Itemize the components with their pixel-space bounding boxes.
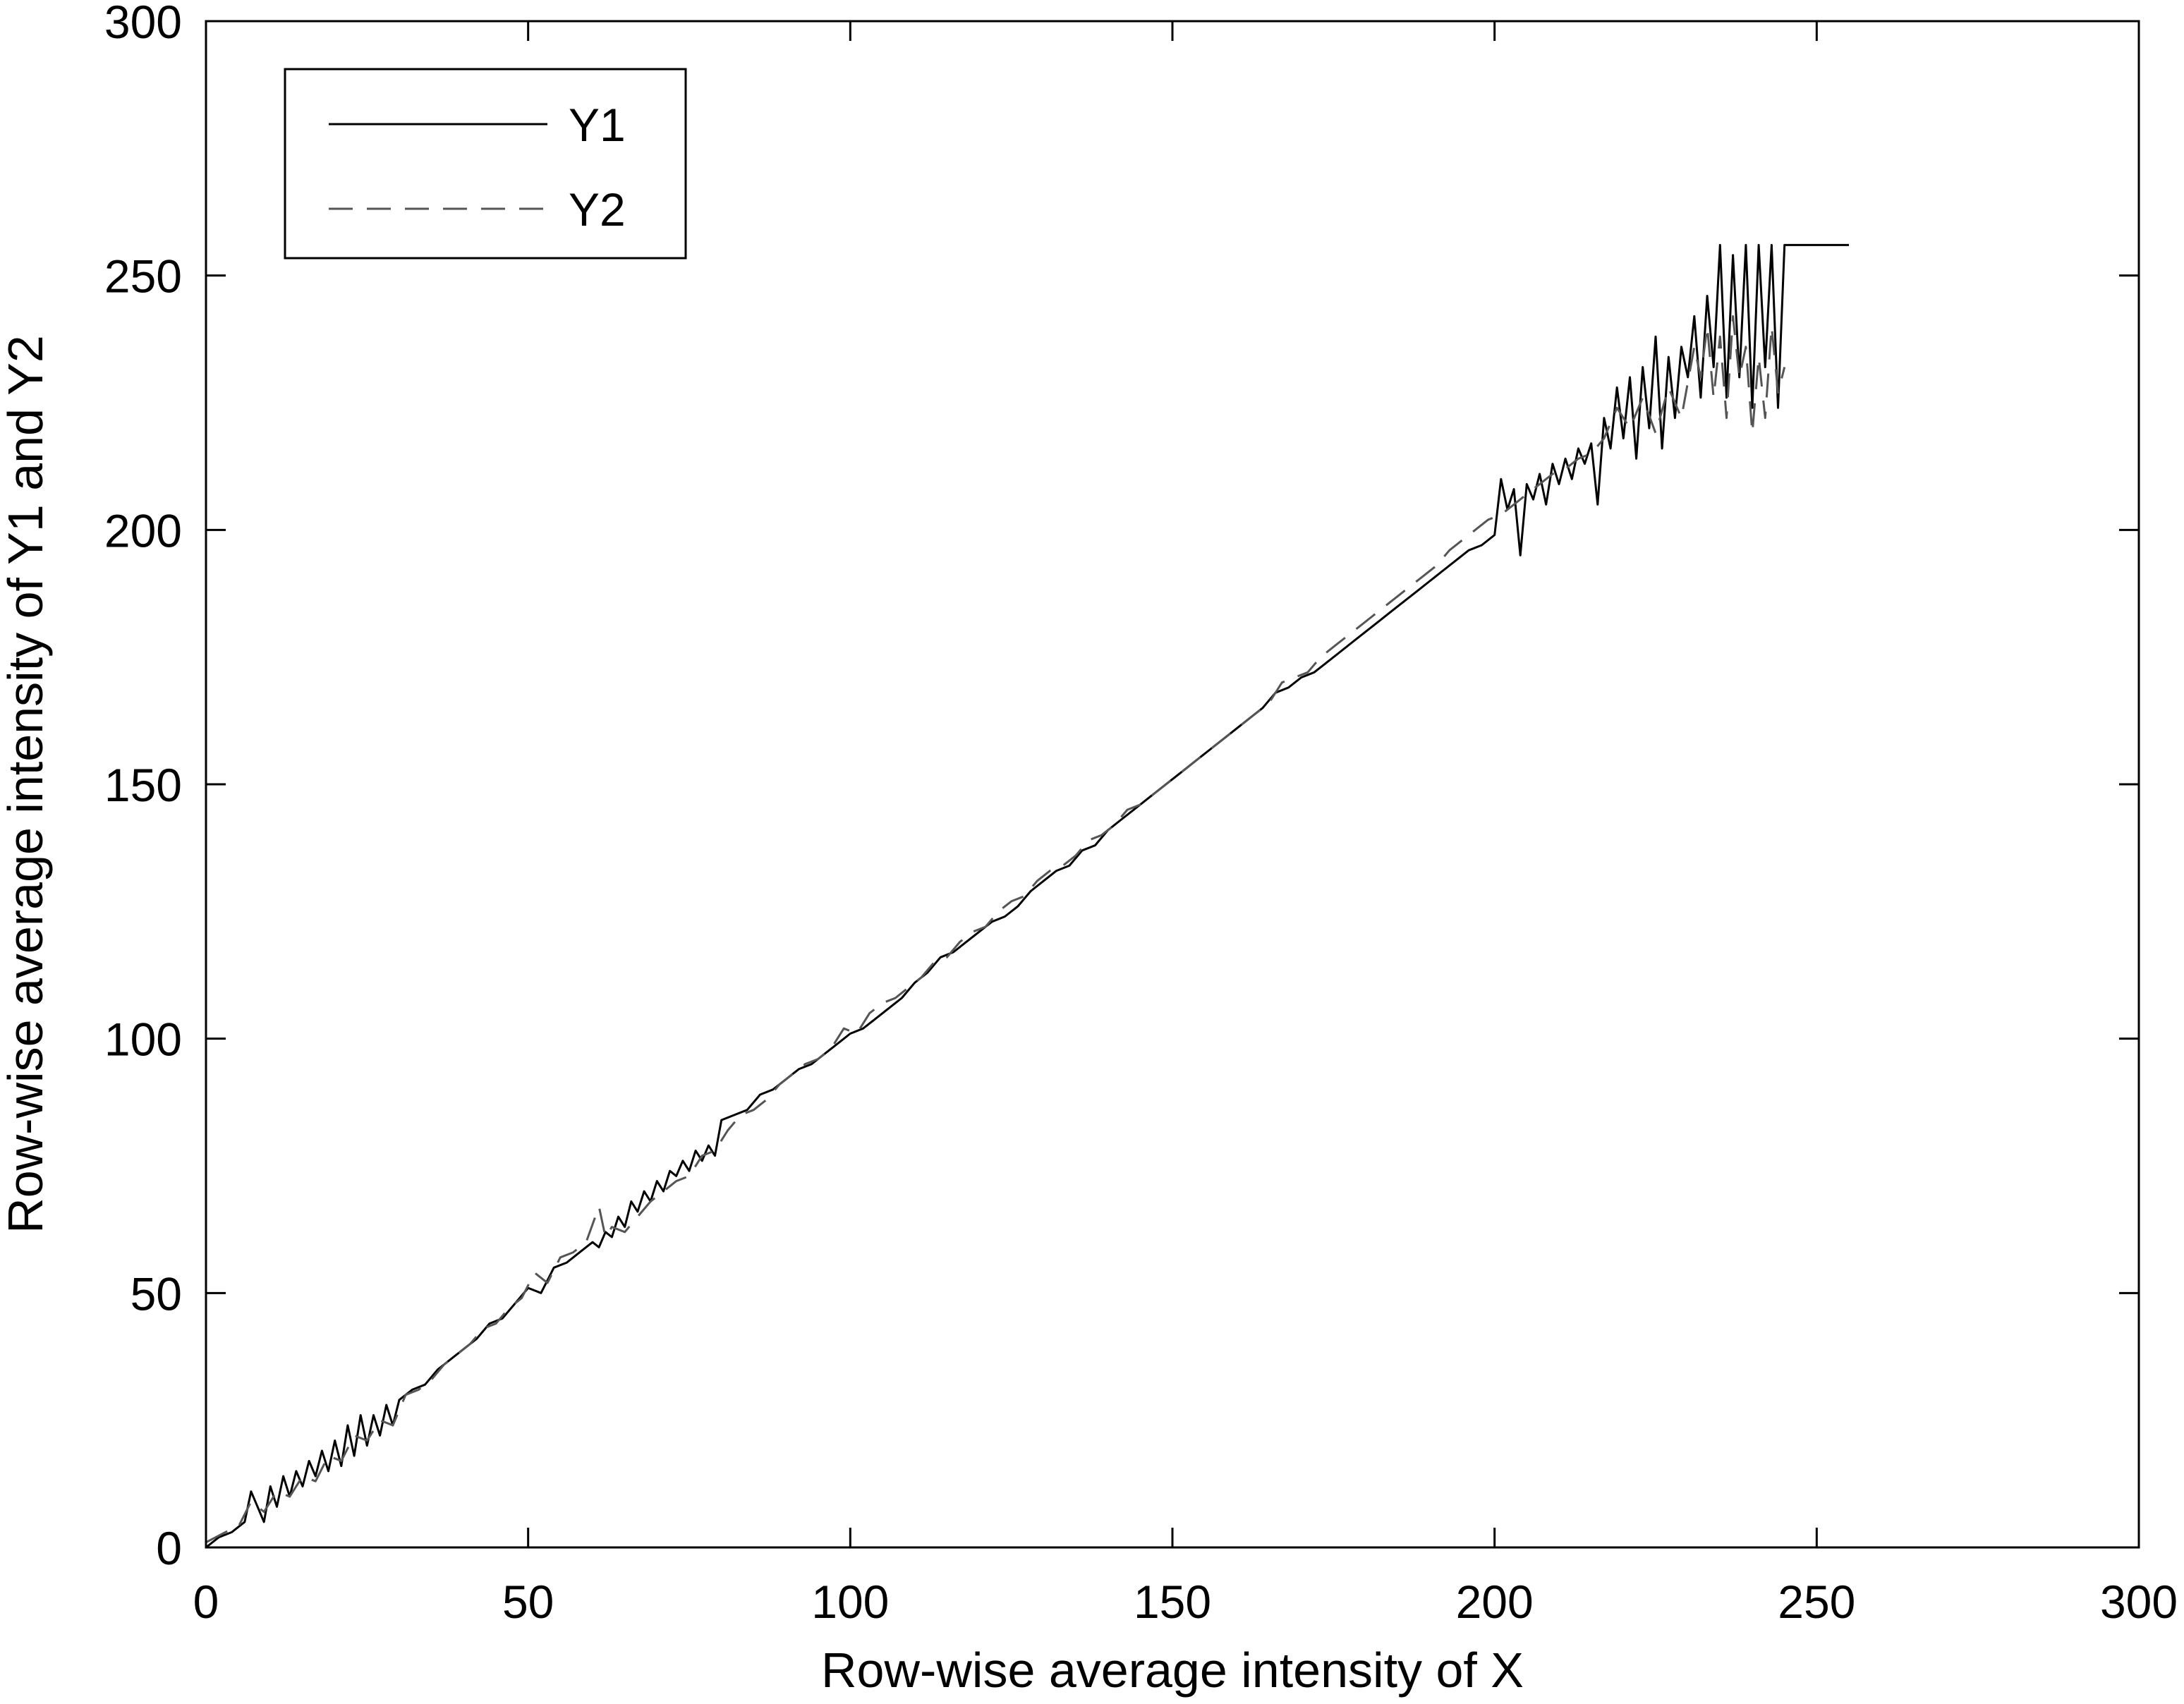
- x-tick-labels: 0 50 100 150 200 250 300: [193, 1576, 2178, 1628]
- legend-label-y2: Y2: [569, 183, 626, 236]
- plot-lines: [205, 243, 1849, 1549]
- y-axis-title: Row-wise average intensity of Y1 and Y2: [0, 335, 53, 1234]
- x-axis-title: Row-wise average intensity of X: [821, 1643, 1524, 1698]
- y-tick-label: 50: [131, 1267, 182, 1320]
- y-tick-label: 150: [104, 759, 182, 811]
- x-tick-label: 250: [1778, 1576, 1855, 1628]
- x-tick-label: 200: [1456, 1576, 1534, 1628]
- x-tick-label: 0: [193, 1576, 219, 1628]
- axis-ticks: [205, 20, 2140, 1549]
- legend-box: [284, 68, 687, 260]
- y-tick-label: 250: [104, 250, 182, 303]
- y-tick-label: 300: [104, 0, 182, 48]
- series-line-y1: [205, 243, 1849, 1549]
- legend-label-y1: Y1: [569, 99, 626, 151]
- y-tick-label: 0: [156, 1522, 182, 1574]
- x-tick-label: 150: [1134, 1576, 1211, 1628]
- legend: Y1 Y2: [284, 68, 687, 260]
- series-line-y2: [205, 315, 1786, 1544]
- y-tick-labels: 0 50 100 150 200 250 300: [104, 0, 182, 1574]
- x-tick-label: 300: [2100, 1576, 2178, 1628]
- x-tick-label: 100: [811, 1576, 889, 1628]
- x-tick-label: 50: [502, 1576, 554, 1628]
- y-tick-label: 200: [104, 504, 182, 556]
- y-tick-label: 100: [104, 1014, 182, 1066]
